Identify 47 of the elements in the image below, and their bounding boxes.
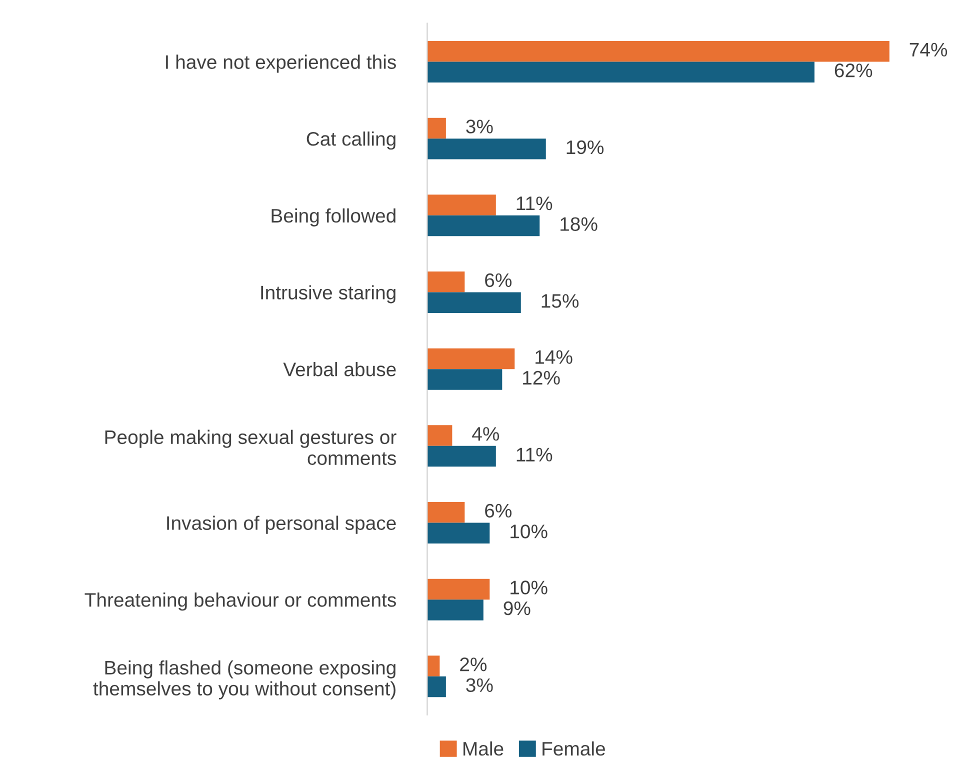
- data-label: 19%: [566, 140, 604, 154]
- data-label: 4%: [472, 427, 500, 441]
- bar: [427, 600, 484, 620]
- data-label: 6%: [485, 504, 512, 518]
- bar: [427, 348, 515, 370]
- y-tick-label: People making sexual gestures or comments: [105, 430, 396, 466]
- data-label: 10%: [510, 580, 548, 594]
- data-label: 3%: [466, 678, 493, 692]
- bar: [427, 578, 490, 600]
- data-label: 11%: [516, 196, 552, 210]
- bar: [427, 522, 490, 544]
- data-label: 3%: [466, 120, 493, 134]
- y-tick-label: I have not experienced this: [166, 54, 396, 73]
- data-label: 9%: [504, 601, 530, 616]
- bar: [427, 271, 465, 292]
- bar: [427, 40, 890, 62]
- y-tick-label: Being flashed (someone exposing themselves to you without consent): [93, 660, 396, 700]
- bar: [427, 194, 496, 216]
- bar: [427, 676, 446, 698]
- data-label: 18%: [560, 217, 598, 231]
- bar: [427, 138, 546, 160]
- y-tick-label: Being followed: [272, 208, 396, 226]
- bar: [427, 656, 440, 676]
- data-label: 12%: [523, 370, 560, 385]
- y-tick-label: Verbal abuse: [283, 362, 396, 376]
- bar: [427, 215, 540, 236]
- data-label: 10%: [510, 524, 548, 538]
- bar: [427, 446, 496, 467]
- data-label: 62%: [834, 64, 872, 78]
- y-tick-label: Intrusive staring: [261, 285, 396, 304]
- data-label: 6%: [485, 273, 512, 288]
- legend-label: Male: [464, 741, 504, 756]
- y-tick-label: Cat calling: [306, 132, 396, 150]
- y-tick-label: Invasion of personal space: [167, 516, 396, 534]
- bar: [427, 502, 465, 523]
- legend-label: Female: [542, 741, 605, 756]
- data-label: 11%: [516, 448, 552, 462]
- data-label: 15%: [542, 294, 579, 308]
- data-label: 2%: [460, 658, 487, 672]
- data-label: 74%: [910, 42, 948, 56]
- bar: [427, 425, 452, 446]
- bar: [427, 62, 814, 82]
- bar: [427, 369, 502, 390]
- y-tick-label: Threatening behaviour or comments: [84, 592, 396, 611]
- bar: [427, 292, 521, 313]
- data-label: 14%: [536, 350, 572, 364]
- bar: [427, 118, 446, 139]
